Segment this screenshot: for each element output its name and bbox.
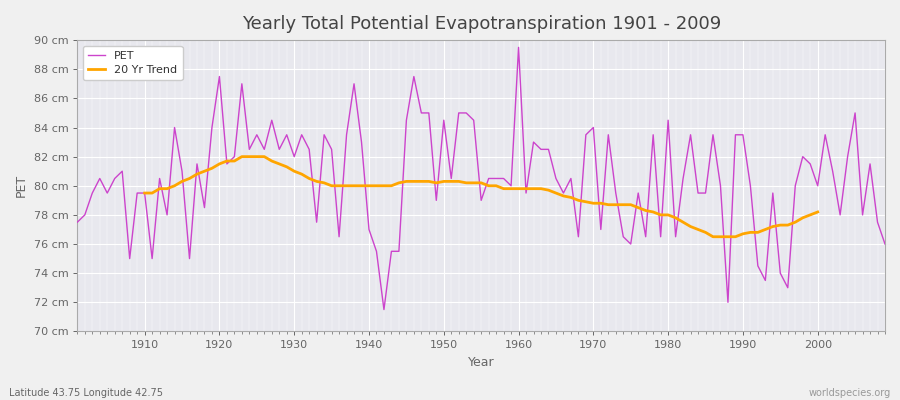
PET xyxy=(618,234,629,239)
PET xyxy=(72,220,83,224)
20 Yr Trend xyxy=(805,212,815,217)
PET xyxy=(131,191,142,196)
20 Yr Trend xyxy=(723,234,734,239)
Text: worldspecies.org: worldspecies.org xyxy=(809,388,891,398)
PET xyxy=(520,191,531,196)
20 Yr Trend xyxy=(237,154,248,159)
Title: Yearly Total Potential Evapotranspiration 1901 - 2009: Yearly Total Potential Evapotranspiratio… xyxy=(241,15,721,33)
PET xyxy=(296,132,307,137)
X-axis label: Year: Year xyxy=(468,356,494,369)
20 Yr Trend xyxy=(536,186,546,191)
20 Yr Trend xyxy=(813,210,824,214)
PET xyxy=(513,45,524,50)
Text: Latitude 43.75 Longitude 42.75: Latitude 43.75 Longitude 42.75 xyxy=(9,388,163,398)
PET xyxy=(341,132,352,137)
Y-axis label: PET: PET xyxy=(15,174,28,197)
Legend: PET, 20 Yr Trend: PET, 20 Yr Trend xyxy=(83,46,183,80)
20 Yr Trend xyxy=(140,191,150,196)
20 Yr Trend xyxy=(319,180,329,185)
Line: PET: PET xyxy=(77,47,885,310)
20 Yr Trend xyxy=(304,176,315,181)
PET xyxy=(379,307,390,312)
PET xyxy=(879,242,890,246)
PET xyxy=(528,140,539,144)
Line: 20 Yr Trend: 20 Yr Trend xyxy=(145,157,818,237)
20 Yr Trend xyxy=(707,234,718,239)
20 Yr Trend xyxy=(221,159,232,164)
